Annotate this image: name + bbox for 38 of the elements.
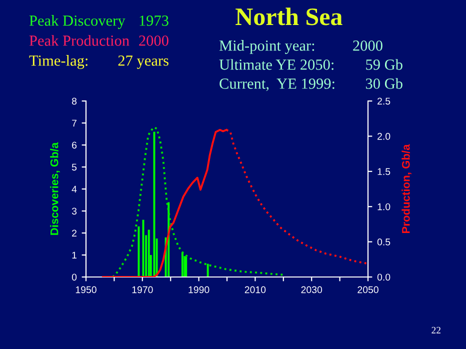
text: 22 <box>432 326 440 334</box>
y-tick-label: 0 <box>72 274 77 281</box>
line-series <box>112 126 284 277</box>
y2-axis-title: Production, Gb/a <box>402 144 412 234</box>
text: 1973 <box>140 16 168 26</box>
y2-tick-label: 2.0 <box>378 132 390 140</box>
x-tick-label: 2030 <box>301 286 322 294</box>
y-axis-title: Discoveries, Gb/a <box>50 142 60 235</box>
y2-tick-label: 2.5 <box>378 98 390 105</box>
y-tick-label: 3 <box>72 208 77 215</box>
text: 30 Gb <box>366 78 402 89</box>
y2-tick-label: 0.0 <box>377 274 390 281</box>
chart-title: North Sea <box>236 8 342 26</box>
y-tick-label: 7 <box>72 120 76 127</box>
text: Mid-point year: <box>219 40 314 54</box>
y-tick-label: 6 <box>72 142 77 149</box>
text: Ultimate YE 2050: <box>219 59 334 70</box>
x-tick-label: 2050 <box>358 286 378 294</box>
text: 2000 <box>139 36 168 46</box>
x-tick-label: 2010 <box>244 286 266 294</box>
text: Current, YE 1999: <box>220 78 334 92</box>
x-tick-label: 1990 <box>188 286 210 294</box>
text: Peak Production <box>29 35 130 46</box>
text: 27 years <box>118 56 168 69</box>
y-tick-label: 1 <box>72 252 76 259</box>
y2-tick-label: 1.0 <box>378 203 390 210</box>
x-tick-label: 1950 <box>76 286 96 294</box>
text: 59 Gb <box>366 59 402 70</box>
y-tick-label: 2 <box>72 230 76 237</box>
text: Peak Discovery <box>29 15 126 29</box>
y-tick-label: 8 <box>72 98 77 105</box>
y2-tick-label: 1.5 <box>378 168 390 176</box>
y-tick-label: 4 <box>72 186 77 193</box>
x-tick-label: 1970 <box>132 286 153 294</box>
y2-tick-label: 0.5 <box>377 238 390 246</box>
y-tick-label: 5 <box>72 164 77 171</box>
text: Time-lag: <box>29 55 88 69</box>
text: 2000 <box>353 40 382 51</box>
